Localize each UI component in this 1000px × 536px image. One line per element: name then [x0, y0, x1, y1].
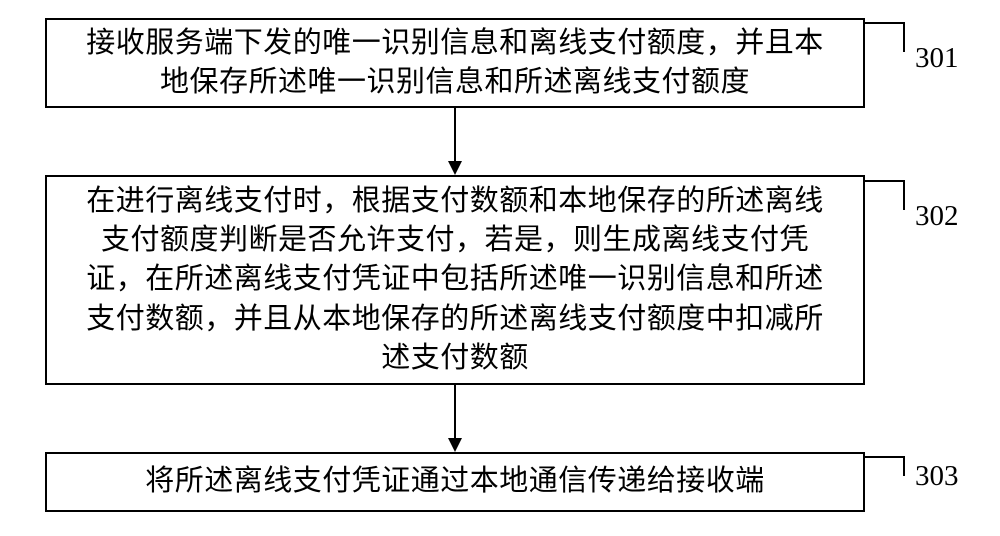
flow-node-2: 在进行离线支付时，根据支付数额和本地保存的所述离线 支付额度判断是否允许支付，若… [45, 175, 865, 385]
arrow-1-2 [455, 108, 456, 175]
step-label-1: 301 [915, 42, 959, 75]
bracket-3 [865, 456, 905, 486]
flow-node-1-text: 接收服务端下发的唯一识别信息和离线支付额度，并且本 地保存所述唯一识别信息和所述… [86, 24, 824, 102]
arrow-2-3 [455, 385, 456, 452]
flow-node-3: 将所述离线支付凭证通过本地通信传递给接收端 [45, 452, 865, 512]
flow-node-1: 接收服务端下发的唯一识别信息和离线支付额度，并且本 地保存所述唯一识别信息和所述… [45, 18, 865, 108]
step-label-2: 302 [915, 200, 959, 233]
flowchart-canvas: 接收服务端下发的唯一识别信息和离线支付额度，并且本 地保存所述唯一识别信息和所述… [0, 0, 1000, 536]
flow-node-3-text: 将所述离线支付凭证通过本地通信传递给接收端 [145, 462, 765, 501]
flow-node-2-text: 在进行离线支付时，根据支付数额和本地保存的所述离线 支付额度判断是否允许支付，若… [86, 182, 824, 378]
step-label-3: 303 [915, 460, 959, 493]
bracket-1 [865, 22, 905, 62]
bracket-2 [865, 180, 905, 220]
